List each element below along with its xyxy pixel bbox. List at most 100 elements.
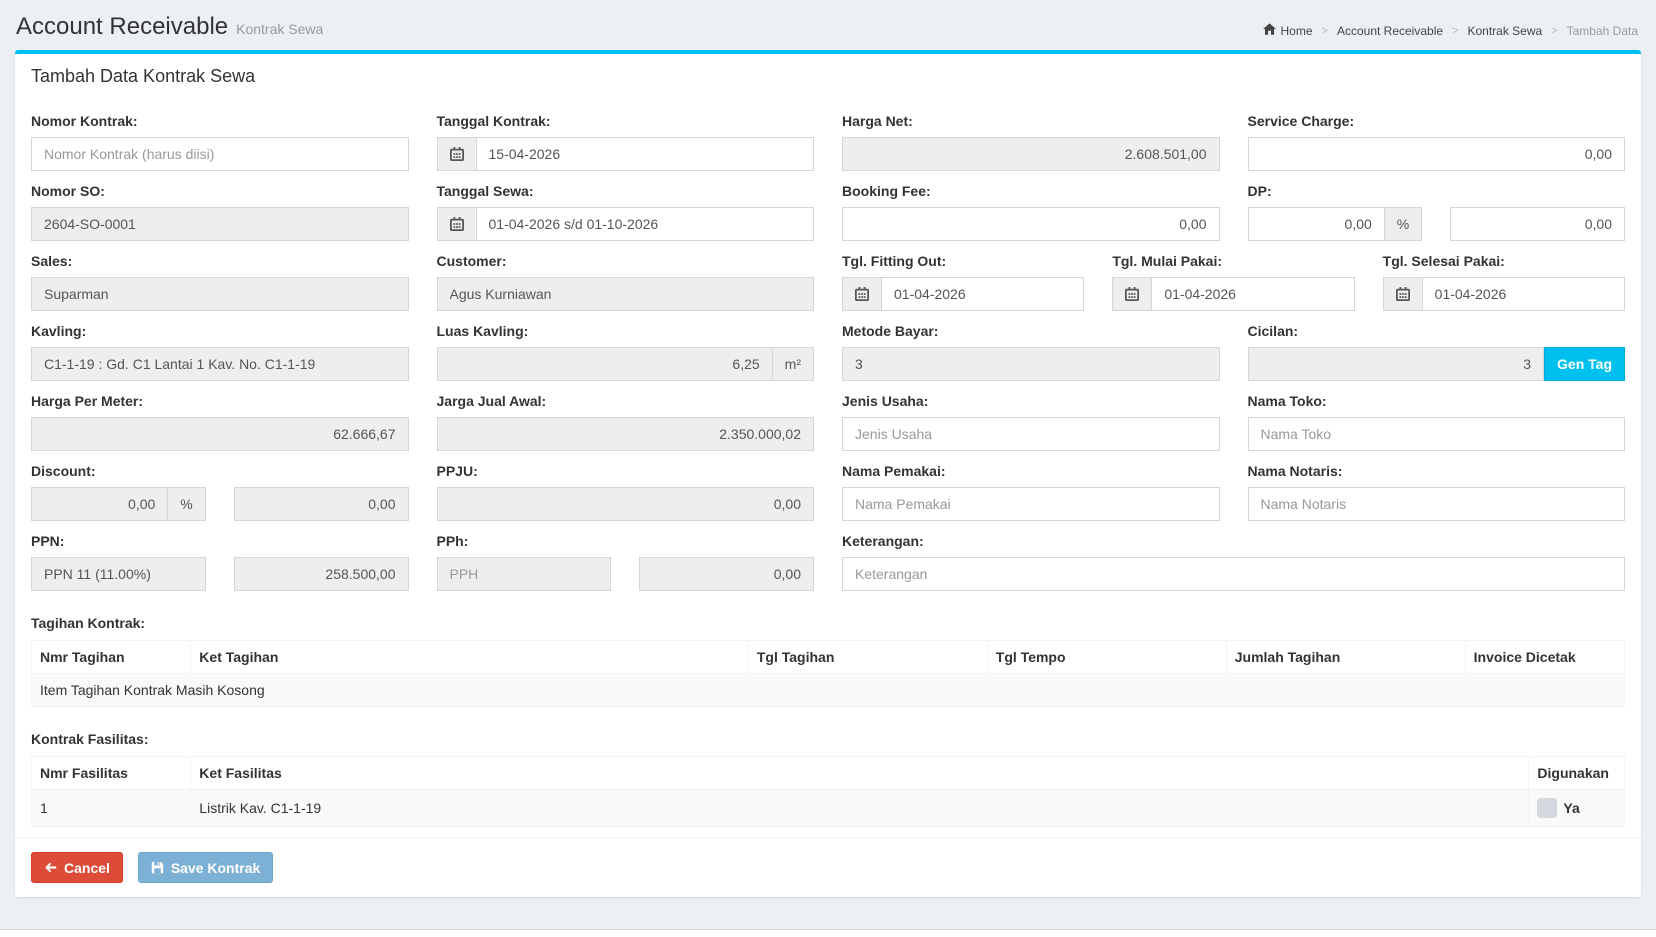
tgl-selesai-pakai-label: Tgl. Selesai Pakai: [1382, 253, 1505, 269]
calendar-icon [436, 207, 476, 241]
field-ppn: PPN: [31, 531, 409, 591]
discount-label: Discount: [31, 463, 96, 479]
field-service-charge: Service Charge: [1247, 111, 1625, 171]
calendar-icon [436, 137, 476, 171]
sales-label: Sales: [31, 253, 73, 269]
breadcrumb-account-receivable[interactable]: Account Receivable [1336, 23, 1444, 38]
pph-label: PPh: [436, 533, 469, 549]
breadcrumb-active: Tambah Data [1566, 23, 1638, 38]
save-kontrak-button-label: Save Kontrak [170, 859, 261, 876]
harga-net-input [842, 137, 1220, 171]
nama-toko-input[interactable] [1247, 417, 1625, 451]
tgl-mulai-pakai-input[interactable] [1151, 277, 1355, 311]
tagihan-empty-message: Item Tagihan Kontrak Masih Kosong [31, 673, 1625, 707]
box-title: Tambah Data Kontrak Sewa [31, 66, 256, 86]
tagihan-header-row: Nmr Tagihan Ket Tagihan Tgl Tagihan Tgl … [30, 640, 1626, 674]
booking-fee-input[interactable] [842, 207, 1220, 241]
field-tanggal-sewa: Tanggal Sewa: [436, 181, 814, 241]
fasilitas-header-digunakan: Digunakan [1528, 756, 1625, 790]
digunakan-label: Ya [1563, 800, 1580, 816]
kontrak-fasilitas-table: Nmr Fasilitas Ket Fasilitas Digunakan 1 … [30, 756, 1625, 827]
tagihan-header-ket: Ket Tagihan [190, 640, 749, 674]
nomor-so-input [31, 207, 409, 241]
nomor-kontrak-label: Nomor Kontrak: [31, 113, 138, 129]
keterangan-label: Keterangan: [842, 533, 924, 549]
tanggal-kontrak-input[interactable] [475, 137, 814, 171]
main-box: Tambah Data Kontrak Sewa Nomor Kontrak: … [15, 50, 1641, 897]
sales-input [31, 277, 409, 311]
metode-bayar-label: Metode Bayar: [842, 323, 939, 339]
jarga-jual-awal-label: Jarga Jual Awal: [436, 393, 547, 409]
tgl-mulai-pakai-label: Tgl. Mulai Pakai: [1112, 253, 1223, 269]
tagihan-header-tgl-tagihan: Tgl Tagihan [747, 640, 988, 674]
harga-per-meter-label: Harga Per Meter: [31, 393, 144, 409]
harga-per-meter-input [31, 417, 409, 451]
kavling-input [31, 347, 409, 381]
tagihan-kontrak-table: Nmr Tagihan Ket Tagihan Tgl Tagihan Tgl … [30, 640, 1626, 707]
nomor-kontrak-input[interactable] [31, 137, 409, 171]
date-fields-row: Tgl. Fitting Out: Tgl. Mulai Pakai: [842, 251, 1625, 311]
field-keterangan: Keterangan: [842, 531, 1625, 591]
jenis-usaha-input[interactable] [842, 417, 1220, 451]
tagihan-header-invoice: Invoice Dicetak [1464, 640, 1626, 674]
jenis-usaha-label: Jenis Usaha: [842, 393, 929, 409]
fasilitas-cell-nmr: 1 [30, 789, 192, 827]
tgl-selesai-pakai-input[interactable] [1421, 277, 1625, 311]
keterangan-input[interactable] [842, 557, 1625, 591]
dp-percent-input[interactable] [1247, 207, 1385, 241]
calendar-icon [842, 277, 881, 311]
breadcrumb-home[interactable]: Home [1262, 23, 1313, 38]
field-luas-kavling: Luas Kavling: m² [436, 321, 814, 381]
breadcrumb-separator: > [1321, 24, 1328, 37]
nama-pemakai-input[interactable] [842, 487, 1220, 521]
ppju-input [436, 487, 814, 521]
metode-bayar-input [842, 347, 1220, 381]
nomor-so-label: Nomor SO: [31, 183, 105, 199]
page-title-wrap: Account Receivable Kontrak Sewa [16, 13, 323, 41]
tagihan-header-nmr: Nmr Tagihan [30, 640, 192, 674]
nama-toko-label: Nama Toko: [1247, 393, 1327, 409]
service-charge-input[interactable] [1247, 137, 1625, 171]
field-jenis-usaha: Jenis Usaha: [842, 391, 1220, 451]
fasilitas-header-nmr: Nmr Fasilitas [30, 756, 192, 790]
field-customer: Customer: [436, 251, 814, 311]
ppn-type-input [31, 557, 206, 591]
booking-fee-label: Booking Fee: [842, 183, 931, 199]
pph-type-input [436, 557, 612, 591]
tgl-fitting-out-label: Tgl. Fitting Out: [842, 253, 947, 269]
pph-amount-input [639, 557, 814, 591]
discount-amount-input [233, 487, 409, 521]
tagihan-header-jumlah: Jumlah Tagihan [1225, 640, 1466, 674]
field-pph: PPh: [436, 531, 814, 591]
dp-amount-input[interactable] [1450, 207, 1625, 241]
field-jarga-jual-awal: Jarga Jual Awal: [436, 391, 814, 451]
field-cicilan: Cicilan: Gen Tag [1247, 321, 1625, 381]
tanggal-sewa-input[interactable] [475, 207, 814, 241]
field-tgl-selesai-pakai: Tgl. Selesai Pakai: [1382, 251, 1625, 311]
field-nomor-so: Nomor SO: [31, 181, 409, 241]
field-nomor-kontrak: Nomor Kontrak: [31, 111, 409, 171]
field-tgl-mulai-pakai: Tgl. Mulai Pakai: [1112, 251, 1355, 311]
nama-pemakai-label: Nama Pemakai: [842, 463, 946, 479]
luas-kavling-input [436, 347, 773, 381]
cancel-button[interactable]: Cancel [31, 852, 123, 883]
box-header: Tambah Data Kontrak Sewa [15, 54, 1641, 97]
save-kontrak-button[interactable]: Save Kontrak [137, 852, 274, 883]
page-footer [0, 929, 1656, 937]
breadcrumb-home-label: Home [1280, 23, 1313, 38]
customer-label: Customer: [436, 253, 507, 269]
fasilitas-header-ket: Ket Fasilitas [190, 756, 1530, 790]
digunakan-checkbox[interactable] [1537, 798, 1558, 818]
gen-tag-button[interactable]: Gen Tag [1544, 347, 1625, 381]
tgl-fitting-out-input[interactable] [881, 277, 1085, 311]
field-kavling: Kavling: [31, 321, 409, 381]
breadcrumb-kontrak-sewa[interactable]: Kontrak Sewa [1467, 23, 1543, 38]
contract-form: Nomor Kontrak: Tanggal Kontrak: Harga Ne… [31, 111, 1625, 591]
nama-notaris-input[interactable] [1247, 487, 1625, 521]
field-booking-fee: Booking Fee: [842, 181, 1220, 241]
ppn-amount-input [233, 557, 409, 591]
arrow-left-icon [44, 861, 57, 874]
kontrak-fasilitas-label: Kontrak Fasilitas: [31, 731, 149, 747]
ppn-label: PPN: [31, 533, 65, 549]
breadcrumb: Home > Account Receivable > Kontrak Sewa… [1262, 13, 1638, 38]
